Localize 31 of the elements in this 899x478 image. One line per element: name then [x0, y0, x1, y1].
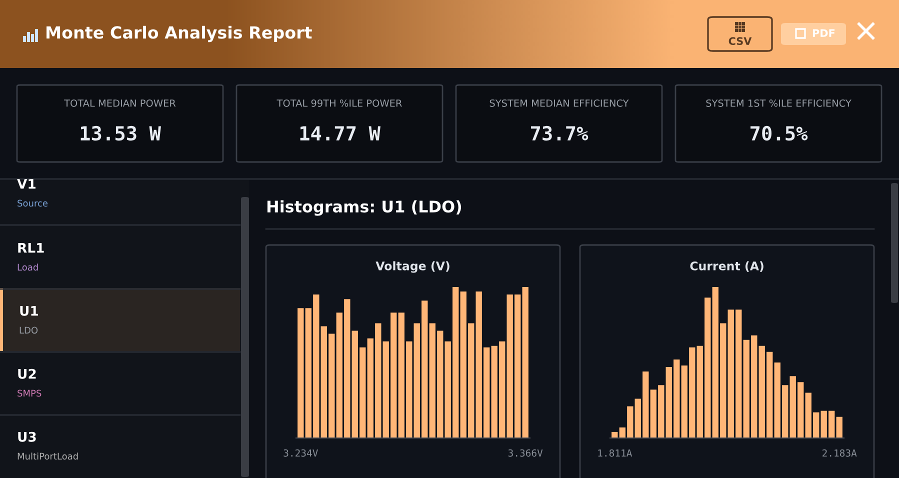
text: CSV [728, 37, 752, 46]
data-label: 13.53 W [80, 126, 161, 141]
text: U3 [18, 432, 36, 442]
x-tick-label: 3.234V [284, 449, 318, 457]
data-label: 73.7% [531, 126, 588, 141]
x-tick-label: 2.183A [822, 449, 857, 457]
category-label: TOTAL 99TH %ILE POWER [276, 99, 402, 107]
category-label: SYSTEM MEDIAN EFFICIENCY [490, 99, 629, 107]
data-label: 70.5% [750, 126, 808, 141]
text: RL1 [18, 243, 44, 253]
text: MultiPortLoad [18, 452, 78, 460]
bar [836, 416, 842, 438]
x-tick-label: 3.366V [508, 449, 543, 457]
category-label: SYSTEM 1ST %ILE EFFICIENCY [706, 99, 852, 107]
text: Histograms: U1 (LDO) [267, 200, 462, 216]
text: LDO [20, 326, 38, 334]
text: V1 [17, 179, 36, 189]
x-tick-label: 1.811A [598, 449, 632, 457]
text: Source [18, 200, 48, 207]
bar [298, 308, 304, 438]
data-label: 14.77 W [300, 126, 380, 140]
text: Load [18, 264, 38, 271]
text: Monte Carlo Analysis Report [46, 26, 312, 42]
text: U2 [18, 368, 36, 379]
text: SMPS [18, 390, 42, 397]
category-label: TOTAL MEDIAN POWER [64, 99, 176, 107]
chart-title: Current (A) [690, 261, 764, 272]
bar [522, 287, 528, 438]
chart-title: Voltage (V) [376, 261, 450, 273]
text: PDF [812, 29, 835, 37]
text: U1 [20, 306, 38, 316]
